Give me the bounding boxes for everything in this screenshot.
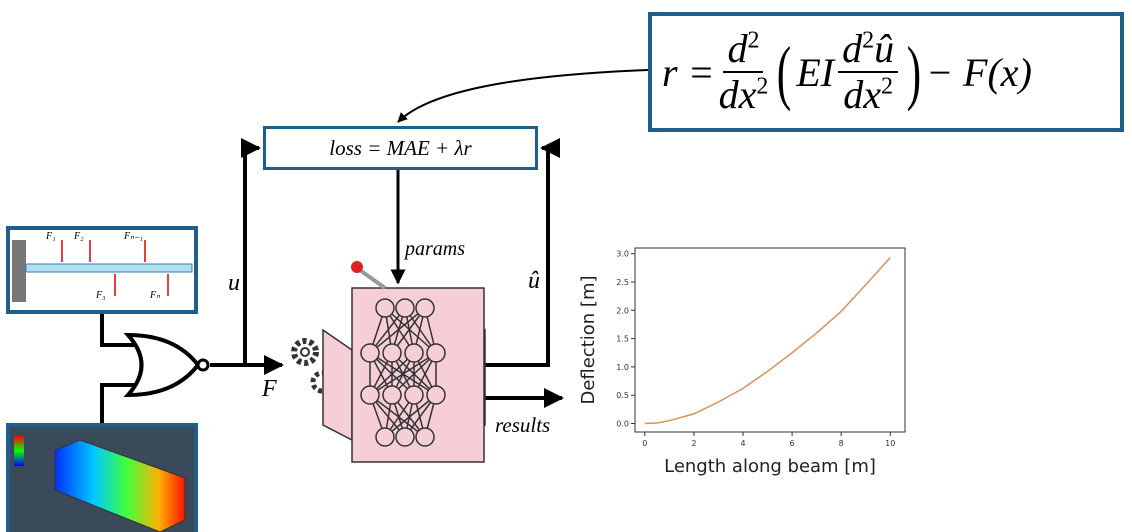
paren: ( xyxy=(777,32,792,112)
chart: 0 2 4 6 8 10 0.0 0.5 1.0 1.5 2.0 2.5 3.0 Length along… xyxy=(578,247,906,477)
connection xyxy=(384,394,437,438)
y-tick-label: 2.5 xyxy=(616,278,629,287)
neuron xyxy=(360,385,380,405)
fraction: d2û dx2 xyxy=(838,26,899,117)
neuron xyxy=(395,427,415,447)
x-tick-label: 4 xyxy=(740,439,745,448)
u-label: u xyxy=(228,270,240,296)
eq-text: dx xyxy=(843,72,881,117)
force-label: F xyxy=(262,376,277,402)
neuron xyxy=(415,298,435,318)
params-label: params xyxy=(405,238,466,260)
neuron xyxy=(395,298,415,318)
eq-text: d xyxy=(727,26,748,71)
neuron xyxy=(426,385,446,405)
x-tick-label: 8 xyxy=(839,439,844,448)
x-tick-label: 10 xyxy=(885,439,895,448)
plot-frame xyxy=(634,247,906,433)
x-tick-label: 6 xyxy=(790,439,795,448)
x-axis-label: Length along beam [m] xyxy=(664,456,876,477)
series-line xyxy=(644,257,891,425)
y-tick-label: 1.5 xyxy=(616,335,629,344)
neural-network xyxy=(322,261,486,463)
y-axis-label: Deflection [m] xyxy=(578,275,599,404)
x-tick-label: 2 xyxy=(691,439,696,448)
force-tag: F₃ xyxy=(96,290,106,301)
y-tick-label: 2.0 xyxy=(616,306,629,315)
neuron xyxy=(382,343,402,363)
connectors xyxy=(100,69,649,425)
neuron xyxy=(360,343,380,363)
x-tick-label: 0 xyxy=(642,439,647,448)
eq-exp: 2 xyxy=(880,73,893,100)
beam-image xyxy=(6,226,198,314)
neuron xyxy=(404,343,424,363)
neuron xyxy=(375,298,395,318)
y-tick-label: 1.0 xyxy=(616,363,629,372)
neuron xyxy=(415,427,435,447)
connection xyxy=(369,307,426,354)
eq-text: dx xyxy=(718,72,757,117)
neuron xyxy=(375,427,395,447)
fea-image xyxy=(6,423,198,532)
force-tag: Fₙ₋₁ xyxy=(124,231,143,242)
fraction: d2 dx2 xyxy=(719,27,769,117)
y-tick-label: 3.0 xyxy=(616,250,629,259)
force-tag: F₁ xyxy=(46,231,56,242)
results-label: results xyxy=(495,413,551,437)
connection xyxy=(384,307,437,354)
eq-exp: 2 xyxy=(756,73,769,100)
connection xyxy=(369,394,426,438)
neuron xyxy=(404,385,424,405)
y-tick-label: 0.0 xyxy=(616,420,629,429)
eq-exp: 2 xyxy=(862,27,875,54)
loss-box: loss = MAE + λr xyxy=(263,126,538,170)
eq-rest: − F(x) xyxy=(926,49,1032,95)
eq-text: û xyxy=(874,26,895,71)
connection xyxy=(369,352,437,396)
eq-lhs: r = xyxy=(662,49,715,95)
connection xyxy=(391,352,437,396)
nor-gate xyxy=(123,332,210,398)
paren: ) xyxy=(906,32,922,112)
eq-coef: EI xyxy=(796,49,835,95)
neuron xyxy=(382,385,402,405)
force-tag: Fₙ xyxy=(150,290,161,301)
equation-box: r = d2 dx2 ( EI d2û dx2 ) − F(x) xyxy=(648,12,1124,132)
connection xyxy=(369,352,415,396)
y-tick-label: 0.5 xyxy=(616,391,629,400)
eq-text: d xyxy=(842,26,863,71)
force-tag: F₂ xyxy=(74,231,84,242)
neuron xyxy=(426,343,446,363)
eq-exp: 2 xyxy=(747,27,760,54)
u-hat-label: û xyxy=(528,268,540,294)
